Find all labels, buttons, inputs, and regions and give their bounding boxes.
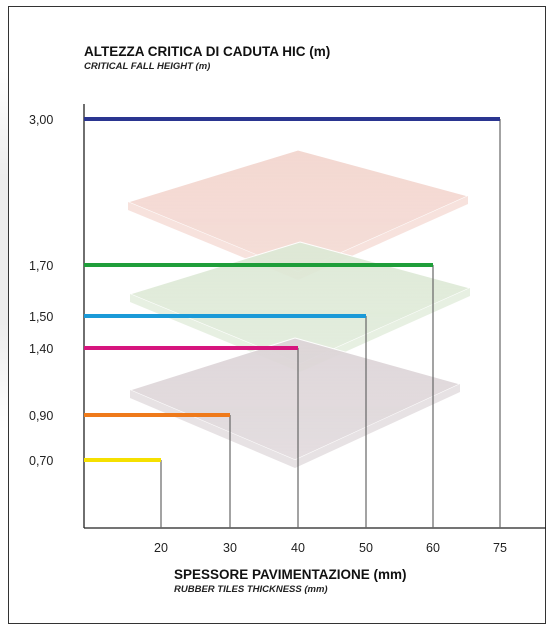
y-tick-label: 1,70	[29, 259, 53, 273]
x-axis-subtitle: RUBBER TILES THICKNESS (mm)	[174, 584, 328, 595]
x-tick-label: 30	[223, 541, 237, 555]
y-tick-label: 1,40	[29, 342, 53, 356]
grey-tile	[128, 337, 462, 461]
x-tick-label: 75	[493, 541, 507, 555]
y-tick-label: 1,50	[29, 310, 53, 324]
chart-subtitle: CRITICAL FALL HEIGHT (m)	[84, 61, 211, 72]
y-tick-label: 0,90	[29, 409, 53, 423]
chart-title: ALTEZZA CRITICA DI CADUTA HIC (m)	[84, 44, 331, 59]
pink-tile-edge	[128, 196, 468, 280]
green-tile-edge	[130, 288, 470, 372]
x-tick-label: 60	[426, 541, 440, 555]
y-tick-label: 0,70	[29, 454, 53, 468]
side-shade	[0, 70, 8, 430]
x-axis-title: SPESSORE PAVIMENTAZIONE (mm)	[174, 567, 407, 582]
grey-tile-edge	[130, 384, 460, 468]
x-tick-label: 50	[359, 541, 373, 555]
x-tick-label: 40	[291, 541, 305, 555]
x-tick-label: 20	[154, 541, 168, 555]
y-tick-label: 3,00	[29, 113, 53, 127]
